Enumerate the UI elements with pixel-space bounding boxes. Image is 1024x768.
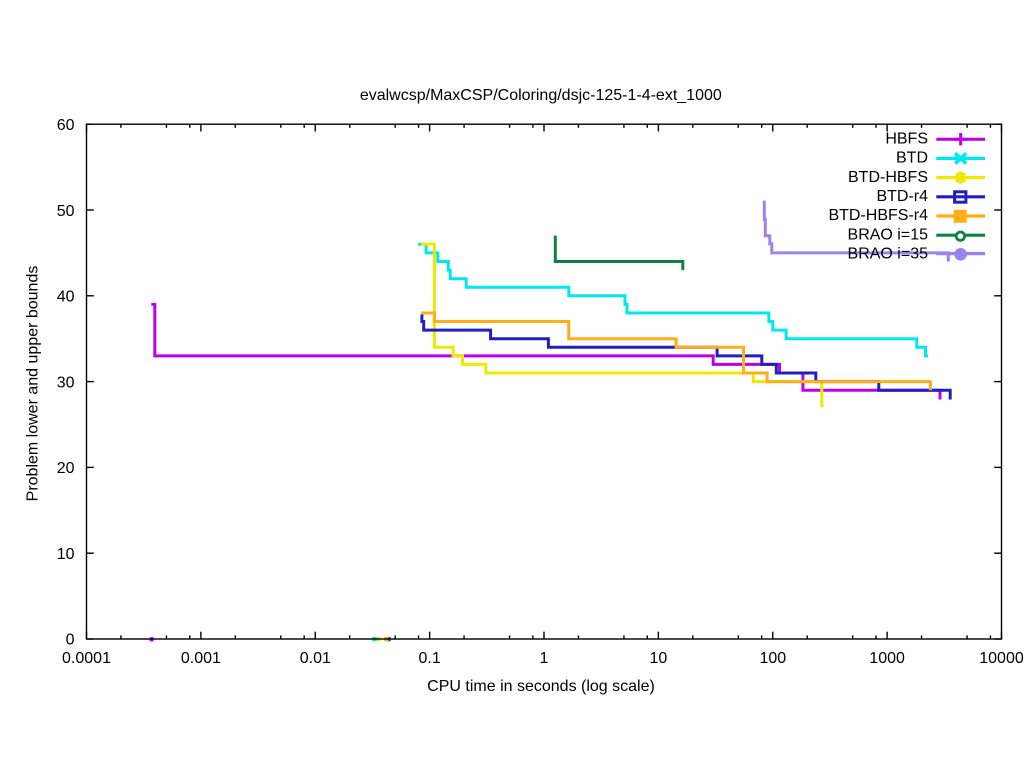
svg-text:0.001: 0.001 <box>181 650 221 667</box>
svg-text:BTD-HBFS-r4: BTD-HBFS-r4 <box>828 207 928 224</box>
svg-text:0.1: 0.1 <box>418 650 440 667</box>
svg-text:HBFS: HBFS <box>885 130 928 147</box>
svg-text:30: 30 <box>57 374 75 391</box>
svg-text:BTD-HBFS: BTD-HBFS <box>848 169 928 186</box>
svg-text:10000: 10000 <box>979 650 1024 667</box>
svg-text:BRAO i=15: BRAO i=15 <box>848 226 929 243</box>
svg-text:Problem lower and upper bounds: Problem lower and upper bounds <box>25 266 42 502</box>
svg-text:BTD-r4: BTD-r4 <box>876 188 928 205</box>
svg-text:BTD: BTD <box>896 150 928 167</box>
svg-text:0: 0 <box>66 632 75 649</box>
svg-text:60: 60 <box>57 117 75 134</box>
svg-text:40: 40 <box>57 289 75 306</box>
svg-text:0.01: 0.01 <box>300 650 331 667</box>
svg-text:10: 10 <box>57 546 75 563</box>
svg-text:20: 20 <box>57 460 75 477</box>
svg-text:100: 100 <box>759 650 786 667</box>
svg-text:evalwcsp/MaxCSP/Coloring/dsjc-: evalwcsp/MaxCSP/Coloring/dsjc-125-1-4-ex… <box>360 87 722 104</box>
svg-text:1: 1 <box>540 650 549 667</box>
svg-text:CPU time in seconds (log scale: CPU time in seconds (log scale) <box>427 678 655 695</box>
svg-text:0.0001: 0.0001 <box>62 650 111 667</box>
svg-text:1000: 1000 <box>869 650 905 667</box>
svg-text:50: 50 <box>57 203 75 220</box>
svg-text:BRAO i=35: BRAO i=35 <box>848 246 929 263</box>
svg-text:10: 10 <box>650 650 668 667</box>
